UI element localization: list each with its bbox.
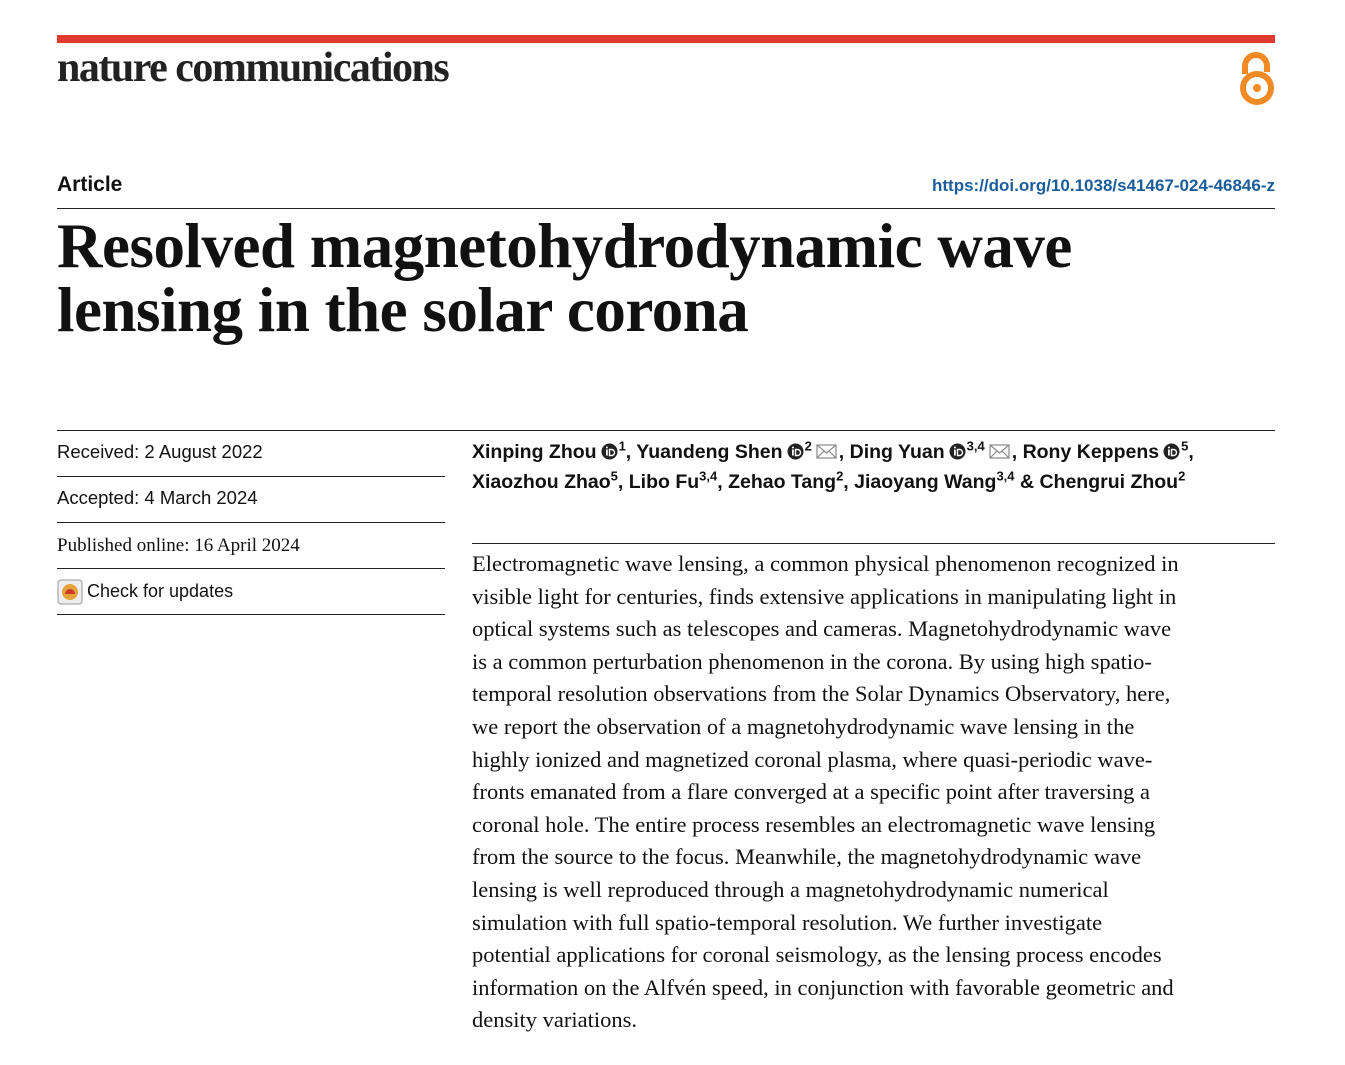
abstract-line: from the source to the focus. Meanwhile,… [472, 844, 1142, 870]
abstract-line: visible light for centuries, finds exten… [472, 583, 1177, 609]
abstract-line: fronts emanated from a flare converged a… [472, 779, 1151, 805]
author-name: Xinping Zhou [472, 441, 597, 463]
abstract-line: coronal hole. The entire process resembl… [472, 811, 1156, 837]
orcid-icon[interactable] [787, 443, 804, 460]
separator: , [625, 441, 637, 463]
rule [57, 522, 445, 523]
abstract-line: potential applications for coronal seism… [472, 942, 1162, 968]
rule [57, 476, 445, 477]
affiliation: 2 [836, 468, 844, 484]
check-updates[interactable]: Check for updates [87, 581, 234, 601]
received-date: Received: 2 August 2022 [57, 441, 263, 462]
abstract-line: highly ionized and magnetized coronal pl… [472, 746, 1153, 772]
published-date: Published online: 16 April 2024 [57, 535, 300, 556]
title-line: Resolved magnetohydrodynamic wave [57, 211, 1072, 281]
author-name: Chengrui Zhou [1039, 471, 1179, 493]
author-name: Xiaozhou Zhao [472, 471, 611, 493]
separator: , [843, 471, 855, 493]
separator: , [1188, 441, 1194, 463]
rule [57, 614, 445, 615]
affiliation: 5 [1181, 438, 1189, 454]
author-name: Yuandeng Shen [636, 441, 783, 463]
author-line: Xinping Zhou 1, Yuandeng Shen 2, Ding Yuan… [472, 437, 1194, 467]
check-updates-icon[interactable] [57, 579, 83, 605]
separator: & [1014, 471, 1040, 493]
open-access-icon [1240, 52, 1274, 105]
orcid-icon[interactable] [1163, 443, 1180, 460]
author-name: Zehao Tang [728, 471, 837, 493]
title-line: lensing in the solar corona [57, 275, 749, 345]
abstract-line: we report the observation of a magnetohy… [472, 714, 1135, 739]
rule [472, 543, 1275, 544]
author-name: Ding Yuan [849, 441, 945, 463]
author-list: Xinping Zhou 1, Yuandeng Shen 2, Ding Yuan… [472, 437, 1194, 497]
abstract-line: simulation with full spatio-temporal res… [472, 909, 1103, 935]
abstract-line: is a common perturbation phenomenon in t… [472, 648, 1152, 674]
email-icon[interactable] [989, 443, 1011, 460]
affiliation: 2 [804, 438, 812, 454]
affiliation: 3,4 [996, 468, 1015, 484]
affiliation: 1 [618, 438, 626, 454]
abstract-line: optical systems such as telescopes and c… [472, 616, 1172, 642]
article-type: Article [57, 173, 123, 196]
abstract-line: lensing is well reproduced through a mag… [472, 877, 1109, 902]
rule [57, 568, 445, 569]
separator: , [838, 441, 850, 463]
accepted-date: Accepted: 4 March 2024 [57, 487, 258, 508]
rule [57, 430, 1275, 431]
orcid-icon[interactable] [949, 443, 966, 460]
author-name: Jiaoyang Wang [854, 471, 997, 493]
affiliation: 3,4 [966, 438, 985, 454]
rule [57, 208, 1275, 209]
abstract-line: temporal resolution observations from th… [472, 681, 1171, 707]
separator: , [717, 471, 729, 493]
journal-name: nature communications [57, 45, 450, 91]
doi-link[interactable]: https://doi.org/10.1038/s41467-024-46846… [932, 176, 1275, 195]
separator: , [1011, 441, 1023, 463]
author-name: Libo Fu [628, 471, 700, 493]
affiliation: 3,4 [699, 468, 718, 484]
top-bar [57, 35, 1275, 43]
abstract-line: information on the Alfvén speed, in conj… [472, 974, 1174, 1000]
abstract-line: Electromagnetic wave lensing, a common p… [472, 551, 1179, 576]
abstract-line: density variations. [472, 1007, 637, 1033]
author-line: Xiaozhou Zhao5, Libo Fu3,4, Zehao Tang2,… [472, 467, 1194, 497]
affiliation: 5 [610, 468, 618, 484]
affiliation: 2 [1178, 468, 1186, 484]
email-icon[interactable] [816, 443, 838, 460]
orcid-icon[interactable] [601, 443, 618, 460]
author-name: Rony Keppens [1022, 441, 1160, 463]
separator: , [617, 471, 629, 493]
